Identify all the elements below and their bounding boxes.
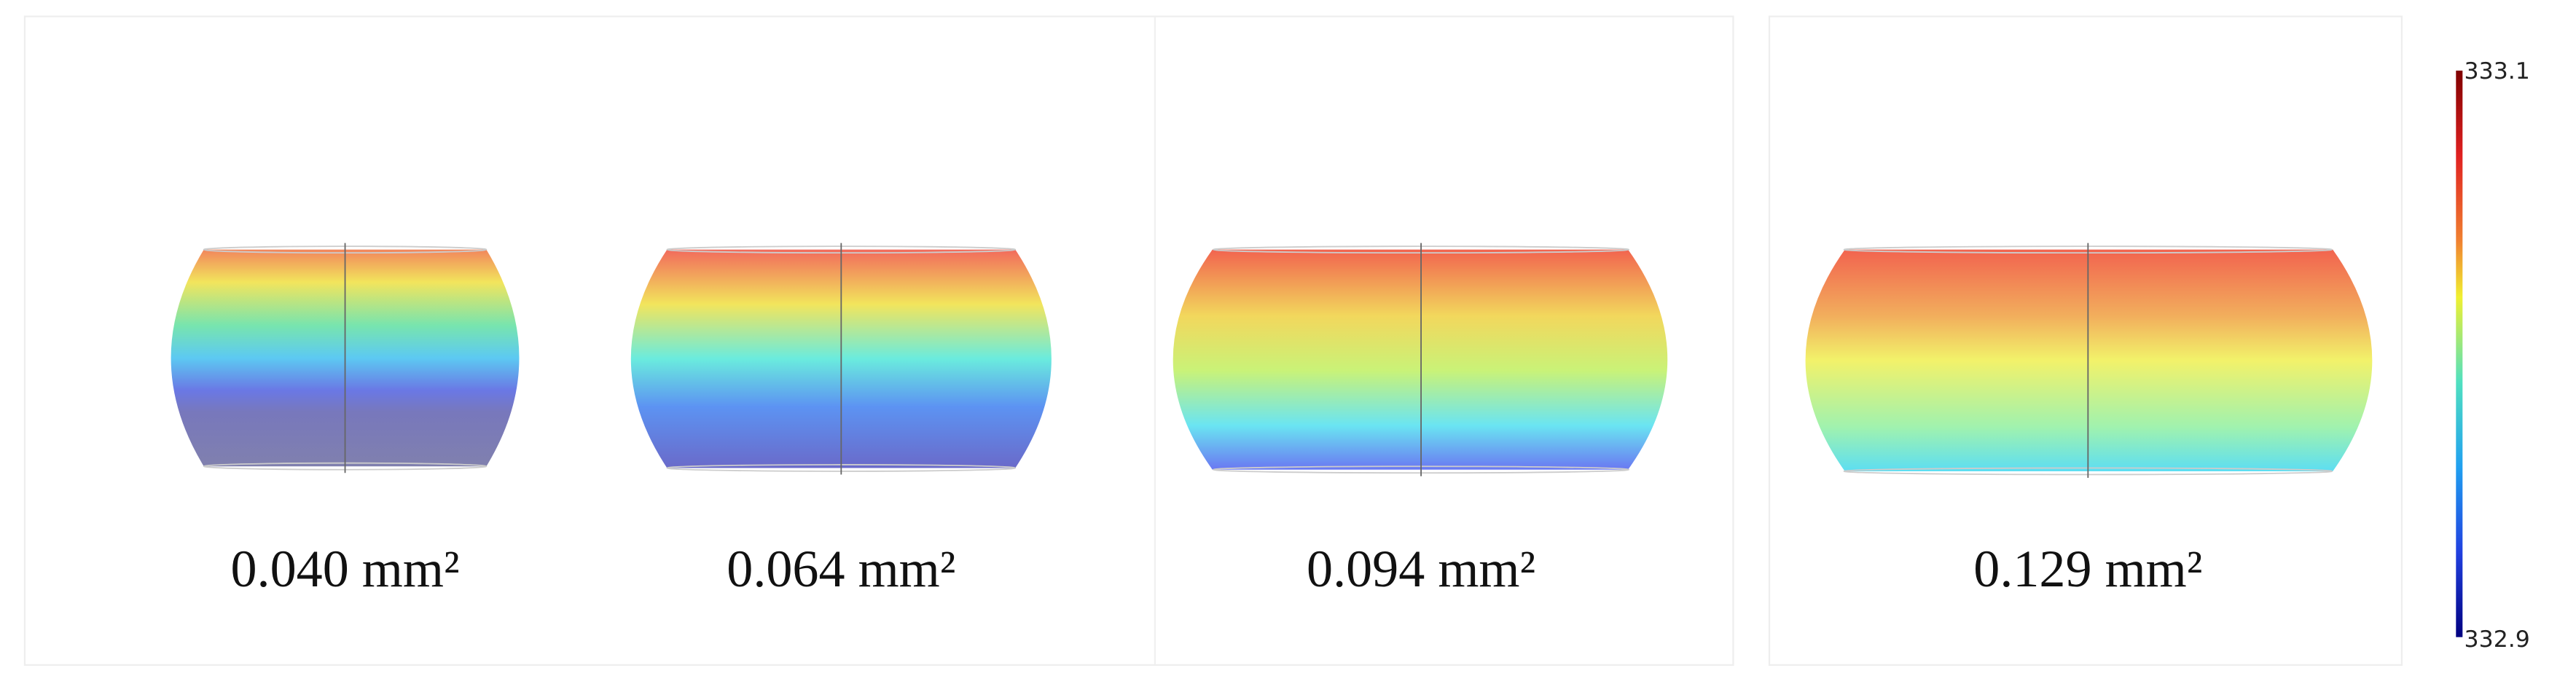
panel-label: 0.094 mm²: [1307, 540, 1535, 598]
panel-frame: [23, 15, 1734, 666]
colorbar: [2456, 70, 2463, 637]
panel-label: 0.064 mm²: [727, 540, 955, 598]
panel-label: 0.040 mm²: [230, 540, 459, 598]
panel-label: 0.129 mm²: [1973, 540, 2202, 598]
colorbar-min: 332.9: [2465, 626, 2530, 653]
barrel-shape: [1805, 249, 2373, 471]
colorbar-max: 333.1: [2465, 58, 2530, 84]
barrel-shape: [1172, 249, 1668, 470]
panel-frame: [1768, 15, 2403, 666]
